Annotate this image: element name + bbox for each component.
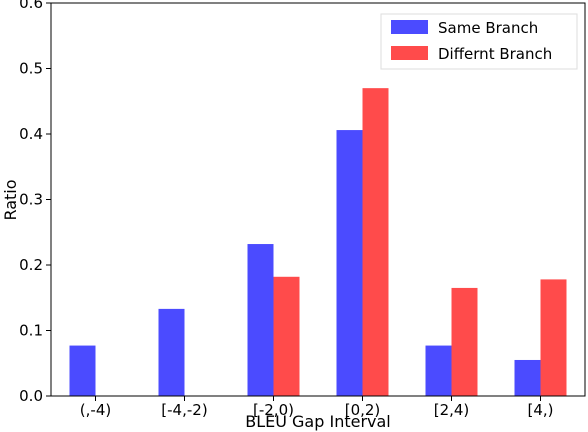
bar-same-branch	[69, 345, 96, 396]
y-axis-title: Ratio	[1, 179, 20, 220]
x-tick-label: [-2,0)	[253, 401, 294, 419]
y-tick-label: 0.5	[19, 60, 43, 78]
legend-label: Same Branch	[438, 19, 538, 37]
y-tick-label: 0.4	[19, 125, 43, 143]
bar-same-branch	[247, 244, 274, 396]
bar-same-branch	[425, 345, 452, 396]
bar-different-branch	[540, 279, 567, 396]
y-tick-label: 0.1	[19, 322, 43, 340]
bar-different-branch	[273, 276, 300, 396]
y-tick-label: 0.3	[19, 191, 43, 209]
x-tick-label: [4,)	[527, 401, 553, 419]
legend-swatch	[391, 20, 428, 34]
y-axis-ticks: 0.0 0.1 0.2 0.3 0.4 0.5 0.6	[19, 0, 51, 405]
x-tick-label: [0,2)	[345, 401, 381, 419]
bar-same-branch	[514, 359, 541, 396]
x-axis-ticks: (,-4) [-4,-2) [-2,0) [0,2) [2,4) [4,)	[80, 396, 554, 419]
legend-label: Differnt Branch	[438, 45, 552, 63]
bar-different-branch	[451, 287, 478, 396]
legend-swatch	[391, 46, 428, 60]
x-axis-title: BLEU Gap Interval	[245, 412, 391, 431]
bar-same-branch	[158, 308, 185, 396]
y-tick-label: 0.0	[19, 387, 43, 405]
x-tick-label: [2,4)	[434, 401, 470, 419]
bars	[69, 88, 567, 397]
y-tick-label: 0.6	[19, 0, 43, 12]
legend: Same Branch Differnt Branch	[380, 13, 578, 70]
bar-same-branch	[336, 130, 363, 396]
x-tick-label: (,-4)	[80, 401, 111, 419]
x-tick-label: [-4,-2)	[161, 401, 207, 419]
plot-frame	[50, 2, 586, 397]
bar-different-branch	[362, 88, 389, 397]
y-tick-label: 0.2	[19, 256, 43, 274]
